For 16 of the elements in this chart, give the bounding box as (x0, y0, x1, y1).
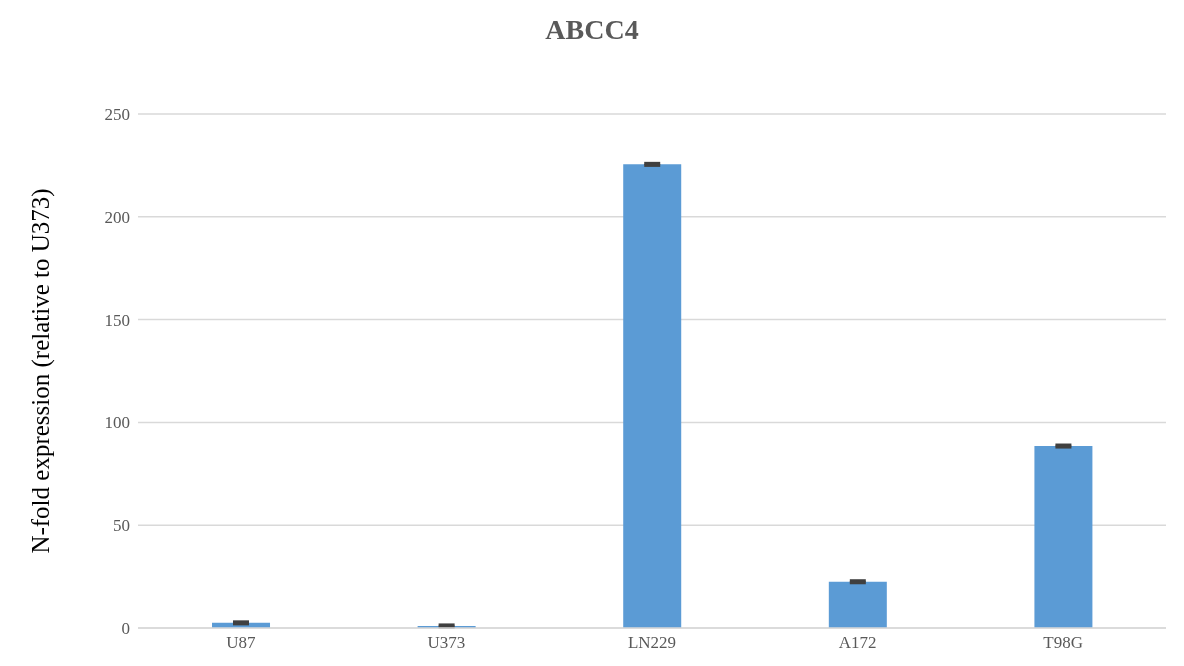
chart-title: ABCC4 (544, 13, 640, 47)
y-tick-label: 100 (104, 413, 130, 433)
y-tick-label: 250 (104, 105, 130, 125)
bar (1034, 446, 1093, 628)
y-tick-label: 200 (104, 207, 130, 227)
y-tick-label: 150 (104, 310, 130, 330)
y-axis-title: N-fold expression (relative to U373) (26, 188, 55, 554)
y-tick-label: 0 (121, 619, 130, 639)
x-tick-label: A172 (838, 633, 877, 653)
x-tick-label: T98G (1043, 633, 1084, 653)
bar (623, 164, 682, 628)
x-tick-label: LN229 (627, 633, 677, 653)
x-tick-label: U87 (226, 633, 256, 653)
x-tick-label: U373 (427, 633, 466, 653)
bar (828, 581, 887, 628)
y-tick-label: 50 (113, 516, 130, 536)
